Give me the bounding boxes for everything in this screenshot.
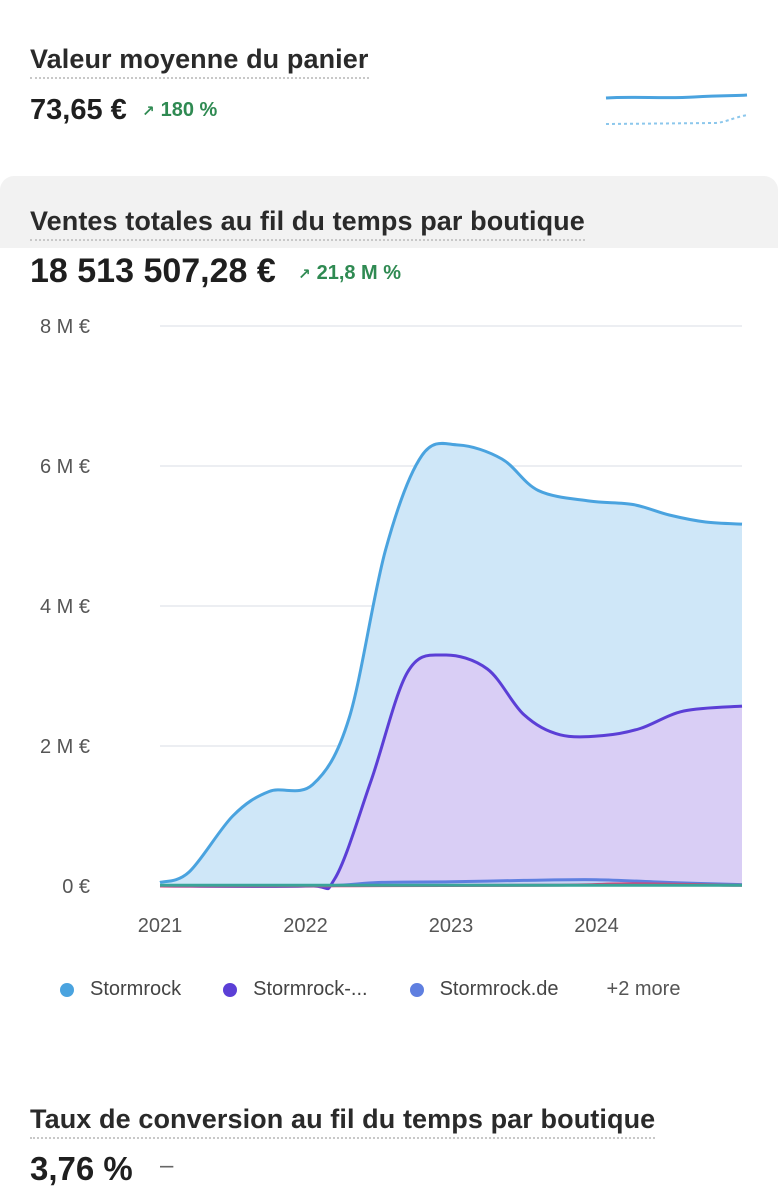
legend-label: Stormrock-... <box>253 978 368 1000</box>
x-tick-label: 2024 <box>574 915 619 937</box>
legend-more-button[interactable]: +2 more <box>606 978 681 1000</box>
sales-delta: ↗ 21,8 M % <box>298 262 401 285</box>
conversion-delta: – <box>160 1152 174 1179</box>
y-tick-label: 0 € <box>62 876 90 898</box>
legend-item-stormrock-de[interactable]: Stormrock.de <box>409 978 559 1001</box>
basket-delta-value: 180 % <box>160 99 218 121</box>
sales-area-chart: 0 € 2 M € 4 M € 6 M € 8 M € 2021 2022 2023 2024 <box>40 316 743 937</box>
legend-item-stormrock-2[interactable]: Stormrock-... <box>223 978 368 1001</box>
sparkline-current <box>605 93 748 100</box>
y-tick-label: 4 M € <box>40 596 90 618</box>
chart-legend: Stormrock Stormrock-... Stormrock.de +2 … <box>60 978 680 1001</box>
y-tick-label: 6 M € <box>40 456 90 478</box>
basket-value: 73,65 € <box>30 94 127 126</box>
sales-delta-value: 21,8 M % <box>316 262 402 284</box>
trend-up-icon: ↗ <box>142 102 155 120</box>
series-area-1 <box>160 654 742 889</box>
x-tick-label: 2023 <box>429 915 474 937</box>
legend-label: Stormrock.de <box>439 978 559 1000</box>
x-axis: 2021 2022 2023 2024 <box>138 915 619 937</box>
series-lines <box>159 441 743 891</box>
legend-dot-icon <box>409 982 424 997</box>
sales-value: 18 513 507,28 € <box>30 252 276 290</box>
conversion-value: 3,76 % <box>30 1150 133 1187</box>
series-line-0 <box>159 441 743 884</box>
legend-label: Stormrock <box>90 978 182 1000</box>
sales-card-header <box>0 176 778 248</box>
legend-dot-icon <box>223 982 238 997</box>
basket-sparkline <box>605 93 748 125</box>
series-line-1 <box>159 653 743 891</box>
conversion-title[interactable]: Taux de conversion au fil du temps par b… <box>30 1104 656 1139</box>
basket-title[interactable]: Valeur moyenne du panier <box>30 44 369 79</box>
legend-dot-icon <box>60 982 74 997</box>
sales-title[interactable]: Ventes totales au fil du temps par bouti… <box>30 206 585 241</box>
basket-delta: ↗ 180 % <box>142 99 217 122</box>
legend-item-stormrock[interactable]: Stormrock <box>60 978 181 1001</box>
sparkline-previous <box>605 114 748 125</box>
y-tick-label: 2 M € <box>40 736 90 758</box>
y-tick-label: 8 M € <box>40 316 90 338</box>
y-axis: 0 € 2 M € 4 M € 6 M € 8 M € <box>40 316 90 898</box>
x-tick-label: 2022 <box>283 915 328 937</box>
x-tick-label: 2021 <box>138 915 183 937</box>
trend-up-icon: ↗ <box>298 265 311 283</box>
